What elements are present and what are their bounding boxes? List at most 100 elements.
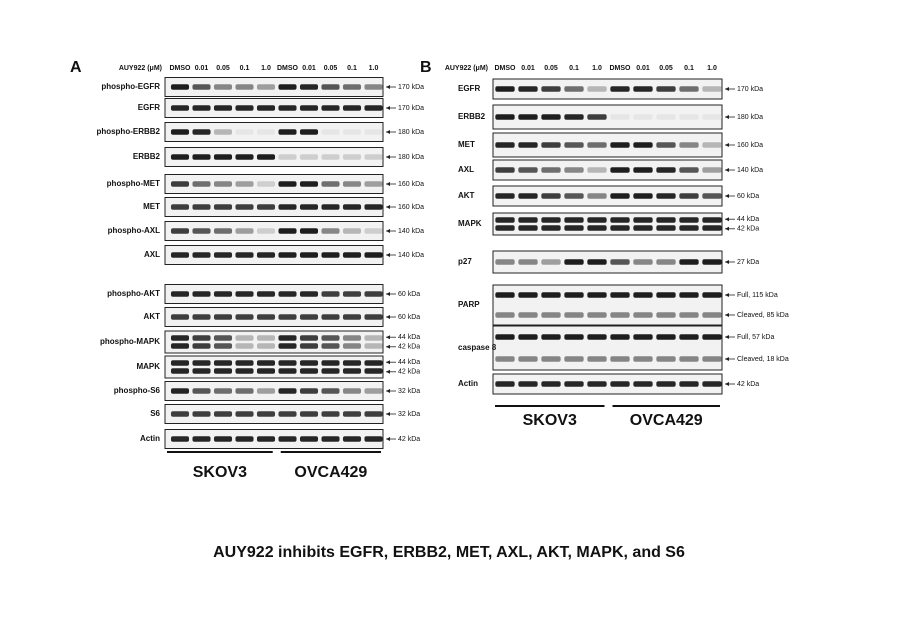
band	[702, 259, 722, 265]
band	[364, 343, 383, 349]
panel-label: B	[420, 59, 432, 76]
band	[610, 114, 630, 120]
band	[192, 411, 211, 417]
blot-box	[492, 284, 723, 326]
band	[192, 129, 211, 135]
band	[656, 142, 676, 148]
band	[170, 154, 190, 160]
row-name: phospho-AXL	[108, 226, 161, 235]
band	[633, 142, 653, 148]
band	[541, 312, 561, 318]
marker-label: 180 kDa	[737, 114, 763, 121]
band	[170, 335, 190, 341]
band	[633, 167, 653, 173]
band	[679, 167, 699, 173]
band	[679, 193, 699, 199]
band	[541, 259, 561, 265]
marker-arrowhead	[725, 226, 729, 231]
band	[213, 343, 233, 349]
blot-box	[164, 330, 384, 354]
band	[213, 388, 233, 394]
band	[278, 154, 297, 160]
marker-arrowhead	[725, 357, 729, 361]
band	[321, 105, 340, 111]
band	[679, 86, 699, 92]
band	[364, 368, 383, 374]
marker-arrowhead	[725, 87, 729, 91]
band	[299, 368, 319, 374]
band	[342, 204, 362, 210]
band	[321, 360, 340, 366]
band	[702, 334, 722, 340]
band	[170, 411, 190, 417]
band	[213, 228, 233, 234]
band	[364, 105, 383, 111]
band	[702, 114, 722, 120]
band	[192, 436, 211, 442]
band	[235, 388, 254, 394]
band	[299, 314, 319, 320]
marker-label: 160 kDa	[398, 204, 424, 211]
marker-label: 60 kDa	[398, 291, 420, 298]
band	[235, 368, 254, 374]
band	[610, 225, 630, 231]
cell-line-label: OVCA429	[630, 412, 703, 429]
band	[278, 181, 297, 187]
band	[541, 86, 561, 92]
band	[299, 411, 319, 417]
band	[541, 334, 561, 340]
band	[364, 181, 383, 187]
band	[564, 86, 584, 92]
band	[170, 105, 190, 111]
band	[518, 334, 538, 340]
marker-arrowhead	[386, 106, 390, 110]
band	[213, 314, 233, 320]
marker-arrowhead	[386, 229, 390, 233]
lane-label: 0.1	[569, 65, 579, 72]
lane-label: 1.0	[592, 65, 602, 72]
band	[299, 181, 319, 187]
band	[321, 388, 340, 394]
band	[364, 228, 383, 234]
band	[192, 228, 211, 234]
lane-label: DMSO	[170, 65, 192, 72]
marker-arrowhead	[386, 253, 390, 257]
band	[321, 368, 340, 374]
band	[213, 84, 233, 90]
row-name: phospho-S6	[114, 386, 161, 395]
marker-arrowhead	[386, 344, 390, 349]
band	[564, 259, 584, 265]
band	[256, 105, 276, 111]
marker-arrowhead	[386, 292, 390, 296]
lane-label: 0.05	[324, 65, 338, 72]
lane-label: 1.0	[707, 65, 717, 72]
band	[256, 436, 276, 442]
band	[587, 312, 607, 318]
band	[321, 204, 340, 210]
band	[364, 291, 383, 297]
band	[364, 252, 383, 258]
band	[235, 181, 254, 187]
band	[564, 167, 584, 173]
marker-label: Full, 115 kDa	[737, 292, 778, 299]
marker-label: Full, 57 kDa	[737, 334, 774, 341]
lane-label: 0.01	[521, 65, 535, 72]
band	[342, 84, 362, 90]
lane-label: 0.05	[216, 65, 230, 72]
band	[610, 167, 630, 173]
band	[587, 193, 607, 199]
band	[213, 204, 233, 210]
band	[656, 334, 676, 340]
band	[702, 381, 722, 387]
row-name: phospho-AKT	[107, 289, 160, 298]
row-name: EGFR	[138, 103, 160, 112]
band	[299, 343, 319, 349]
marker-arrowhead	[386, 437, 390, 441]
band	[342, 129, 362, 135]
band	[235, 129, 254, 135]
band	[364, 129, 383, 135]
band	[702, 292, 722, 298]
row-name: Actin	[140, 434, 160, 443]
band	[587, 292, 607, 298]
band	[702, 217, 722, 223]
